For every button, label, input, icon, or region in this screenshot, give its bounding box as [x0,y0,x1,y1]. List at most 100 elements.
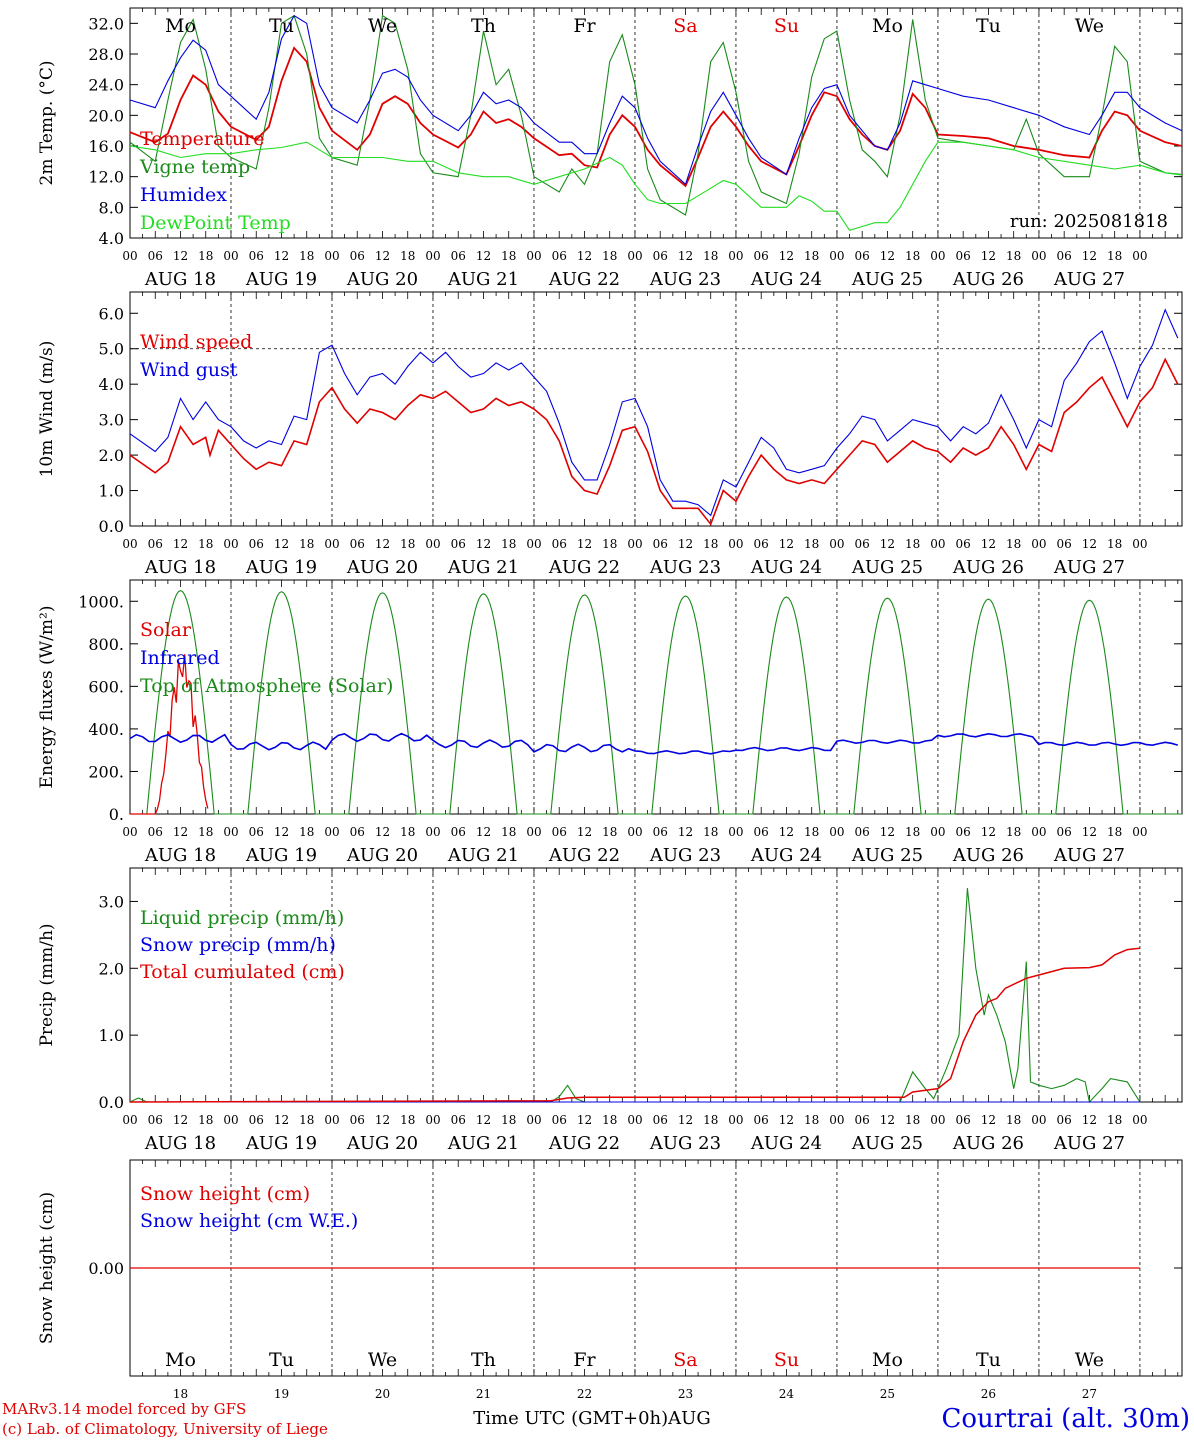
run-label: run: 2025081818 [1010,211,1168,232]
x-hour-label: 06 [1057,537,1072,551]
x-hour-label: 06 [148,249,163,263]
x-day-label: AUG 25 [851,269,923,290]
footer-model-credit: MARv3.14 model forced by GFS [2,1400,246,1418]
x-hour-label: 12 [173,825,188,839]
x-hour-label: 12 [678,537,693,551]
x-hour-label: 18 [299,1113,314,1127]
x-hour-label: 12 [173,249,188,263]
legend-entry: Wind gust [140,359,238,381]
x-hour-label: 12 [274,1113,289,1127]
x-hour-label: 12 [779,537,794,551]
x-hour-label: 00 [728,249,743,263]
series-line [130,654,209,815]
y-axis-label: Snow height (cm) [37,1192,57,1344]
x-hour-label: 06 [451,249,466,263]
x-hour-label: 18 [1006,537,1021,551]
x-day-label: AUG 18 [144,845,216,866]
x-day-label: AUG 23 [649,269,721,290]
x-day-label: AUG 26 [952,269,1024,290]
x-hour-label: 00 [425,249,440,263]
y-tick-label: 4.0 [99,229,124,248]
x-day-label: AUG 19 [245,1133,317,1154]
panel-frame [129,291,1183,527]
x-hour-label: 18 [1107,825,1122,839]
x-hour-label: 18 [1006,1113,1021,1127]
weekday-label: Fr [573,1349,596,1371]
y-tick-label: 2.0 [99,446,124,465]
x-hour-label: 06 [350,537,365,551]
y-tick-label: 800. [88,635,124,654]
x-hour-label: 06 [754,1113,769,1127]
x-hour-label: 12 [981,825,996,839]
y-tick-label: 12.0 [88,168,124,187]
x-hour-label: 12 [880,249,895,263]
x-hour-label: 18 [400,249,415,263]
x-hour-label: 06 [148,1113,163,1127]
series-line [129,308,1179,517]
x-hour-label: 12 [577,1113,592,1127]
legend-entry: Temperature [140,128,264,150]
x-hour-label: 00 [829,825,844,839]
x-hour-label: 00 [425,537,440,551]
day-number-label: 23 [678,1387,693,1401]
panel-frame [129,579,1183,815]
x-hour-label: 06 [754,249,769,263]
x-hour-label: 18 [804,249,819,263]
y-tick-label: 24.0 [88,76,124,95]
x-day-label: AUG 26 [952,1133,1024,1154]
y-tick-label: 0. [109,805,124,824]
x-hour-label: 00 [1031,537,1046,551]
x-day-label: AUG 22 [548,557,620,578]
day-number-label: 18 [173,1387,188,1401]
x-hour-label: 18 [602,1113,617,1127]
x-hour-label: 06 [249,249,264,263]
series-line [129,947,1140,1103]
x-hour-label: 06 [552,249,567,263]
y-tick-label: 3.0 [99,892,124,911]
day-number-label: 24 [779,1387,795,1401]
x-hour-label: 18 [804,825,819,839]
legend-entry: Snow height (cm) [140,1183,310,1205]
x-hour-label: 18 [501,249,516,263]
y-axis-label: Energy fluxes (W/m²) [37,606,57,789]
y-axis-label: 10m Wind (m/s) [37,341,57,478]
x-hour-label: 06 [451,537,466,551]
x-hour-label: 06 [350,249,365,263]
x-hour-label: 00 [930,537,945,551]
legend-entry: Infrared [140,647,220,669]
x-hour-label: 12 [880,825,895,839]
station-name: Courtrai (alt. 30m) [942,1404,1191,1434]
x-hour-label: 18 [1107,249,1122,263]
x-hour-label: 06 [552,1113,567,1127]
x-hour-label: 18 [501,1113,516,1127]
x-hour-label: 00 [324,1113,339,1127]
x-hour-label: 00 [122,825,137,839]
x-hour-label: 06 [754,537,769,551]
x-hour-label: 18 [299,249,314,263]
x-day-label: AUG 20 [346,557,418,578]
x-hour-label: 00 [627,1113,642,1127]
x-hour-label: 00 [1132,537,1147,551]
x-hour-label: 12 [375,825,390,839]
x-day-label: AUG 21 [447,269,519,290]
x-hour-label: 12 [981,249,996,263]
x-day-label: AUG 19 [245,269,317,290]
x-hour-label: 00 [1132,825,1147,839]
x-hour-label: 12 [577,825,592,839]
x-day-label: AUG 24 [750,557,822,578]
series-line [129,732,1179,755]
x-hour-label: 12 [476,825,491,839]
x-hour-label: 00 [728,1113,743,1127]
x-hour-label: 18 [198,249,213,263]
x-hour-label: 06 [350,825,365,839]
legend-entry: Snow precip (mm/h) [140,934,336,956]
x-day-label: AUG 25 [851,1133,923,1154]
x-hour-label: 00 [627,249,642,263]
y-tick-label: 0.0 [99,517,124,536]
weekday-label: Mo [872,15,903,37]
y-tick-label: 20.0 [88,106,124,125]
x-hour-label: 00 [425,1113,440,1127]
weekday-label: Mo [872,1349,903,1371]
x-hour-label: 12 [1082,825,1097,839]
y-tick-label: 0.00 [88,1259,124,1278]
